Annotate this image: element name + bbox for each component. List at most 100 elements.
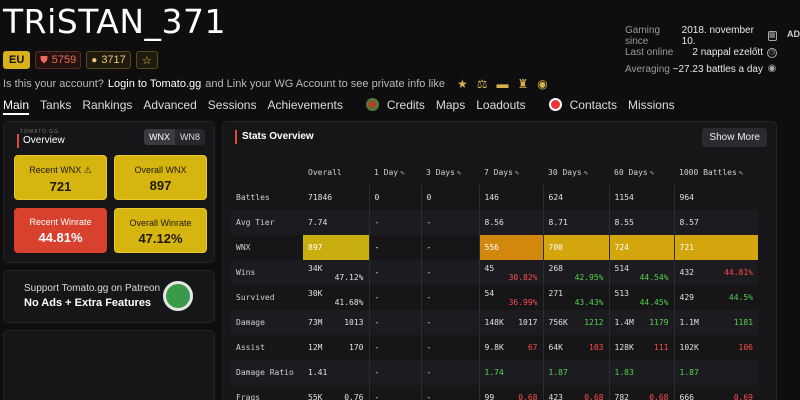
calendar-icon: ▦ <box>767 30 777 41</box>
favorite-star-button[interactable]: ☆ <box>135 51 158 69</box>
table-cell: - <box>368 235 421 260</box>
tab-rankings[interactable]: Rankings <box>82 97 133 112</box>
cell-secondary-value: 106 <box>738 343 753 352</box>
overview-title: Overview <box>17 134 65 148</box>
tomato-mascot-icon <box>163 281 193 311</box>
player-badges: EU ⛊ 5759 ● 3717 ☆ <box>3 51 158 69</box>
stats-title: Stats Overview <box>235 130 314 144</box>
tab-maps[interactable]: Maps <box>435 97 466 112</box>
toggle-wn8[interactable]: WN8 <box>175 129 205 145</box>
patreon-banner[interactable]: Support Tomato.gg on Patreon No Ads + Ex… <box>3 270 215 323</box>
tab-loadouts[interactable]: Loadouts <box>476 97 526 112</box>
overall-winrate-value: 47.12% <box>138 231 183 246</box>
cell-secondary-value: 43.43% <box>574 297 604 307</box>
table-cell: 148K 1017 <box>478 310 543 335</box>
cell-value: - <box>374 393 380 400</box>
table-row: Frags 55K 0.76- -99 0.68 423 0.68 782 0.68 666 0.6… <box>231 385 758 400</box>
cell-value: 30K <box>308 288 323 298</box>
edit-icon[interactable]: ✎ <box>514 169 520 177</box>
row-label: Battles <box>236 193 270 202</box>
table-row: Avg Tier 7.74 - - 8.56 8.71 8.55 8.57 <box>231 210 758 235</box>
toggle-wnx[interactable]: WNX <box>144 129 175 145</box>
gaming-since-label: Gaming since <box>625 24 661 47</box>
overall-winrate-tile: Overall Winrate 47.12% <box>114 208 207 253</box>
table-cell: 1.4M 1179 <box>608 310 674 335</box>
edit-icon[interactable]: ✎ <box>400 169 405 177</box>
star-icon: ★ <box>456 77 468 91</box>
col-3-days[interactable]: 3 Days ✎ <box>426 168 462 177</box>
recent-winrate-label: Recent Winrate <box>29 217 92 227</box>
tab-contacts[interactable]: Contacts <box>569 97 617 112</box>
region-badge: EU <box>3 51 31 69</box>
averaging-label: Averaging <box>625 64 670 75</box>
table-cell: - <box>420 385 479 400</box>
edit-icon[interactable]: ✎ <box>456 169 462 177</box>
cell-value: 1.1M <box>679 318 699 327</box>
cell-value: 666 <box>679 393 694 400</box>
col-60-days[interactable]: 60 Days ✎ <box>614 168 654 177</box>
cell-value: 1.83 <box>614 368 634 377</box>
edit-icon[interactable]: ✎ <box>583 169 588 177</box>
cell-value: 514 <box>614 263 629 273</box>
table-cell: 7.74 <box>303 210 369 235</box>
tab-sessions[interactable]: Sessions <box>207 97 257 112</box>
table-cell: 700 <box>542 235 609 260</box>
col-7-days[interactable]: 7 Days ✎ <box>484 168 520 177</box>
cell-value: 782 <box>614 393 629 400</box>
table-cell: - <box>368 310 421 335</box>
credits-icon <box>365 98 379 111</box>
cell-secondary-value: 42.95% <box>574 272 604 282</box>
edit-icon[interactable]: ✎ <box>738 169 744 177</box>
cell-value: - <box>426 243 432 252</box>
tab-achievements[interactable]: Achievements <box>267 97 343 112</box>
cell-value: 429 <box>679 293 694 302</box>
patreon-line2: No Ads + Extra Features <box>24 297 152 309</box>
credits-icon: ▬ <box>496 77 509 91</box>
tab-credits[interactable]: Credits <box>386 97 425 112</box>
cell-value: 7.74 <box>308 218 328 227</box>
table-cell: 1154 <box>608 185 674 210</box>
private-info-icons: ★ ⚖ ▬ ♜ ◉ <box>457 77 548 91</box>
player-name: TRiSTAN_371 <box>3 2 227 41</box>
col-1000-battles[interactable]: 1000 Battles ✎ <box>679 168 744 177</box>
cell-value: 64K <box>548 343 563 352</box>
login-link[interactable]: Login to Tomato.gg <box>107 78 202 90</box>
table-cell: 1.1M 1181 <box>673 310 758 335</box>
cell-value: 897 <box>308 243 323 252</box>
cell-value: 700 <box>548 243 563 252</box>
cell-value: 1.4M <box>614 318 634 327</box>
show-more-button[interactable]: Show More <box>702 128 767 147</box>
cell-value: - <box>426 318 432 327</box>
table-cell: 624 <box>542 185 609 210</box>
cell-value: 724 <box>614 243 629 252</box>
table-cell: - <box>368 360 421 385</box>
cell-secondary-value: 1013 <box>344 318 364 327</box>
col-overall: Overall <box>308 168 342 177</box>
cell-value: - <box>426 293 432 302</box>
tank-icon: ⚖ <box>476 77 488 91</box>
edit-icon[interactable]: ✎ <box>649 169 654 177</box>
rating-toggle: WNX WN8 <box>144 129 205 145</box>
cell-value: 1.74 <box>484 368 504 377</box>
last-online-row: Last online 2 nappal ezelőtt ◷ <box>625 44 777 61</box>
patreon-line1: Support Tomato.gg on Patreon <box>24 283 161 294</box>
cell-secondary-value: 1017 <box>518 318 538 327</box>
table-row: Damage 73M 1013- -148K 1017 756K 1212 1.4M 1179 1… <box>231 310 758 335</box>
account-prefix: Is this your account? <box>3 78 104 90</box>
row-label: Assist <box>236 343 265 352</box>
cell-value: 624 <box>548 193 563 202</box>
table-cell: 1.87 <box>673 360 758 385</box>
col-30-days[interactable]: 30 Days ✎ <box>548 168 588 177</box>
cell-value: 1.87 <box>679 368 699 377</box>
tab-main[interactable]: Main <box>3 97 30 115</box>
cell-secondary-value: 1212 <box>584 318 604 327</box>
tab-missions[interactable]: Missions <box>627 97 675 112</box>
tab-advanced[interactable]: Advanced <box>143 97 197 112</box>
col-1-day[interactable]: 1 Day ✎ <box>374 168 405 177</box>
red-stat-badge: ⛊ 5759 <box>35 51 82 69</box>
table-cell: 897 <box>303 235 369 260</box>
cell-secondary-value: 44.45% <box>639 297 669 307</box>
tab-tanks[interactable]: Tanks <box>40 97 72 112</box>
table-cell: 432 44.81% <box>673 260 758 285</box>
cell-value: - <box>426 368 432 377</box>
